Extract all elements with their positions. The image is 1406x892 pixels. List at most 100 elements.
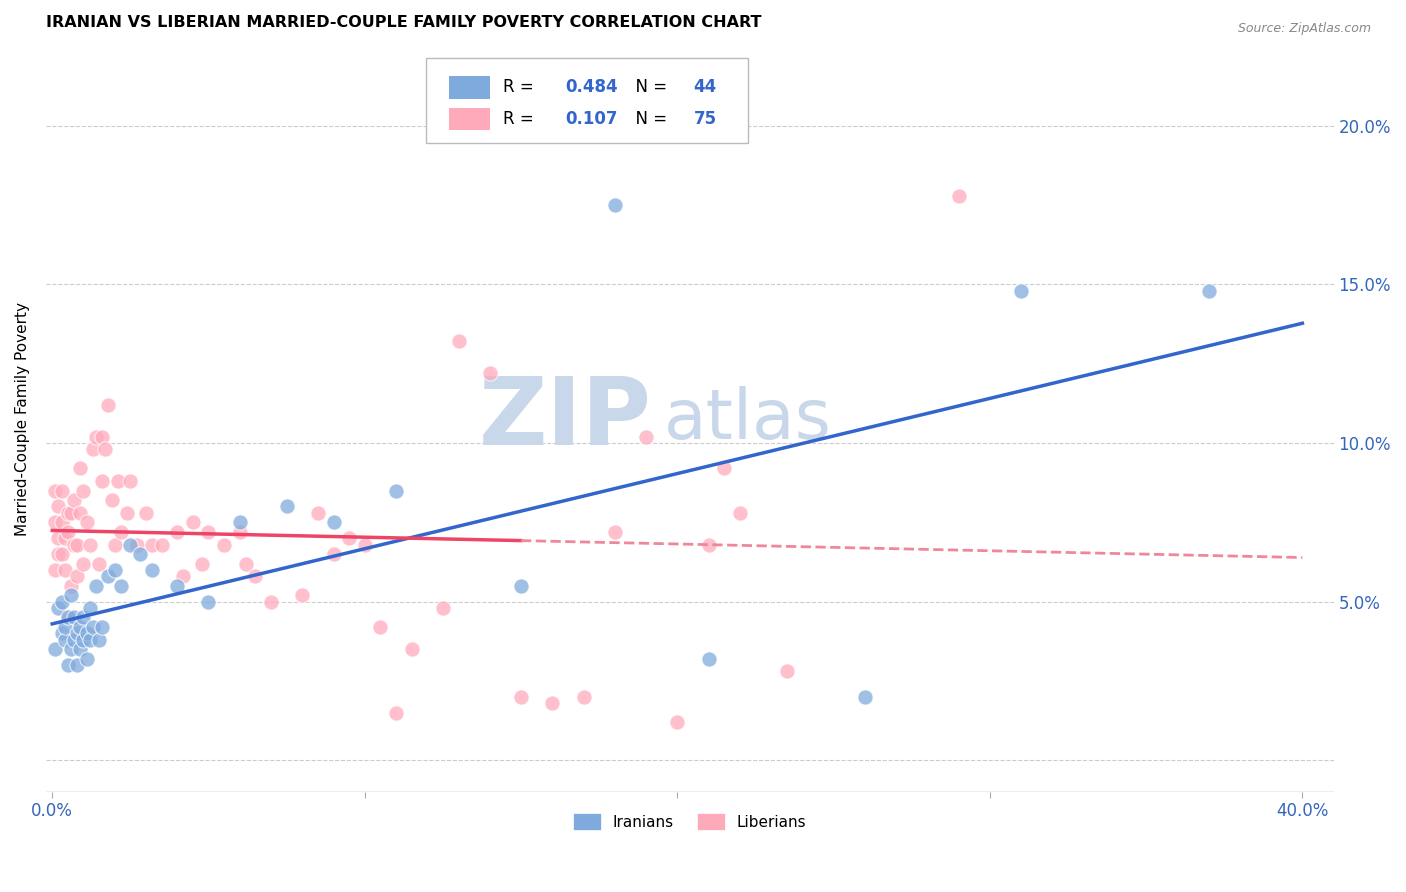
Point	[82, 442, 104, 457]
Point	[141, 563, 163, 577]
Point	[634, 430, 657, 444]
Point	[59, 506, 82, 520]
Point	[59, 588, 82, 602]
Text: N =: N =	[626, 110, 673, 128]
Point	[107, 474, 129, 488]
Point	[603, 198, 626, 212]
Point	[66, 626, 89, 640]
Point	[478, 366, 501, 380]
Point	[56, 610, 79, 624]
Point	[697, 537, 720, 551]
Text: 44: 44	[693, 78, 717, 96]
Point	[229, 524, 252, 539]
Text: atlas: atlas	[664, 385, 832, 453]
Point	[191, 557, 214, 571]
Point	[510, 690, 533, 704]
Point	[120, 474, 142, 488]
Point	[197, 594, 219, 608]
Point	[76, 651, 98, 665]
Point	[66, 658, 89, 673]
Point	[72, 483, 94, 498]
Point	[432, 601, 454, 615]
Point	[541, 696, 564, 710]
Point	[322, 516, 344, 530]
Point	[115, 506, 138, 520]
Point	[53, 620, 76, 634]
Point	[48, 500, 70, 514]
Point	[697, 651, 720, 665]
Point	[91, 430, 114, 444]
Point	[181, 516, 204, 530]
Point	[128, 547, 150, 561]
Point	[948, 188, 970, 202]
Point	[276, 500, 298, 514]
Bar	[449, 76, 491, 99]
Text: R =: R =	[503, 110, 538, 128]
Point	[59, 579, 82, 593]
Point	[853, 690, 876, 704]
Point	[51, 547, 73, 561]
Point	[76, 516, 98, 530]
Point	[79, 537, 101, 551]
Point	[56, 658, 79, 673]
Point	[91, 474, 114, 488]
Point	[63, 610, 86, 624]
Point	[1198, 284, 1220, 298]
Point	[510, 579, 533, 593]
Point	[84, 579, 107, 593]
Point	[603, 524, 626, 539]
Point	[53, 563, 76, 577]
Text: N =: N =	[626, 78, 673, 96]
Point	[69, 461, 91, 475]
Point	[66, 537, 89, 551]
Point	[63, 493, 86, 508]
Point	[59, 642, 82, 657]
Point	[307, 506, 329, 520]
Text: 0.484: 0.484	[565, 78, 617, 96]
Bar	[426, 58, 748, 144]
Point	[197, 524, 219, 539]
Text: R =: R =	[503, 78, 538, 96]
Point	[141, 537, 163, 551]
Point	[82, 620, 104, 634]
Point	[48, 601, 70, 615]
Point	[572, 690, 595, 704]
Point	[666, 715, 689, 730]
Point	[72, 632, 94, 647]
Point	[63, 632, 86, 647]
Text: ZIP: ZIP	[478, 373, 651, 466]
Point	[72, 610, 94, 624]
Point	[401, 642, 423, 657]
Point	[1010, 284, 1032, 298]
Point	[48, 547, 70, 561]
Point	[150, 537, 173, 551]
Text: 0.107: 0.107	[565, 110, 617, 128]
Point	[173, 569, 195, 583]
Point	[44, 516, 66, 530]
Point	[322, 547, 344, 561]
Point	[353, 537, 375, 551]
Point	[104, 563, 127, 577]
Point	[84, 430, 107, 444]
Point	[385, 706, 408, 720]
Point	[166, 524, 188, 539]
Point	[87, 632, 110, 647]
Point	[91, 620, 114, 634]
Point	[212, 537, 235, 551]
Point	[53, 531, 76, 545]
Point	[44, 642, 66, 657]
Point	[166, 579, 188, 593]
Point	[44, 483, 66, 498]
Point	[260, 594, 283, 608]
Point	[337, 531, 360, 545]
Text: IRANIAN VS LIBERIAN MARRIED-COUPLE FAMILY POVERTY CORRELATION CHART: IRANIAN VS LIBERIAN MARRIED-COUPLE FAMIL…	[46, 15, 762, 30]
Point	[63, 537, 86, 551]
Point	[370, 620, 392, 634]
Point	[72, 557, 94, 571]
Point	[245, 569, 267, 583]
Point	[76, 626, 98, 640]
Point	[125, 537, 148, 551]
Point	[110, 524, 132, 539]
Point	[447, 334, 470, 349]
Point	[79, 632, 101, 647]
